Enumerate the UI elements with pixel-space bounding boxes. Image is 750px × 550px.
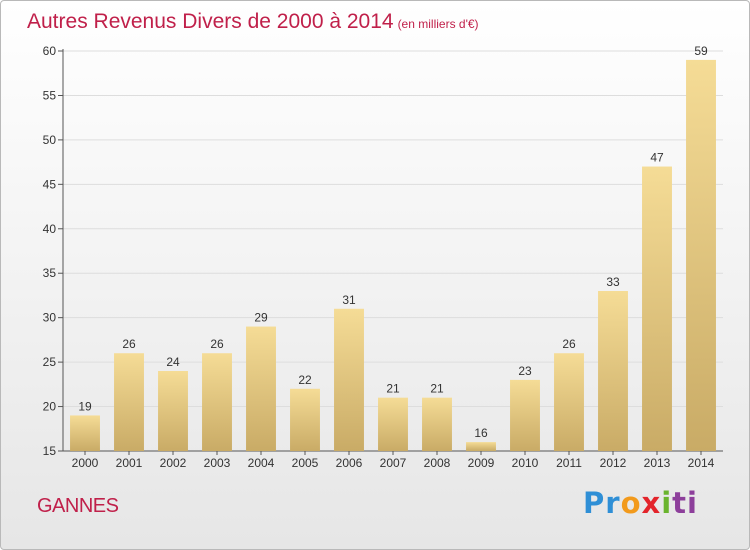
bar [114,353,144,451]
y-tick-label: 20 [43,400,57,414]
chart-title: Autres Revenus Divers de 2000 à 2014 (en … [27,10,479,34]
logo-letter-x: x [641,486,662,520]
proxiti-logo[interactable]: Proxiti [583,489,698,518]
y-tick-label: 35 [43,266,57,280]
bar [334,308,364,451]
bar-value-label: 26 [122,337,136,351]
bar [642,166,672,452]
bar [158,371,188,451]
bar-value-label: 47 [650,151,664,165]
bar [70,415,100,451]
bar [422,397,452,451]
bar [554,353,584,451]
x-tick-label: 2006 [336,456,363,470]
x-tick-label: 2009 [468,456,495,470]
y-tick-label: 55 [43,88,57,102]
location-label: GANNES [37,495,119,517]
bar-value-label: 26 [562,337,576,351]
y-tick-label: 40 [43,222,57,236]
x-tick-label: 2014 [688,456,715,470]
bar-value-label: 24 [166,355,180,369]
x-tick-label: 2003 [204,456,231,470]
x-tick-label: 2002 [160,456,187,470]
chart-subtitle: (en milliers d'€) [397,17,479,31]
logo-letters-ti: ti [672,486,698,520]
x-tick-label: 2011 [556,456,582,470]
y-tick-label: 30 [43,311,57,325]
bar [202,353,232,451]
y-tick-label: 60 [43,44,57,58]
x-tick-label: 2004 [248,456,275,470]
y-tick-label: 15 [43,444,57,458]
bar-value-label: 59 [694,44,708,58]
bar [686,59,716,452]
x-tick-label: 2007 [380,456,407,470]
x-tick-label: 2008 [424,456,451,470]
logo-letter-i: i [661,486,673,520]
x-tick-label: 2001 [116,456,143,470]
logo-letters-pr: Pr [583,486,621,520]
bar-value-label: 21 [430,382,444,396]
bar-value-label: 33 [606,275,620,289]
bar-value-label: 23 [518,364,532,378]
bar-value-label: 21 [386,382,400,396]
bar-value-label: 31 [342,293,356,307]
y-tick-label: 50 [43,133,57,147]
bar [598,291,628,451]
bar [290,388,320,451]
bar [246,326,276,451]
x-tick-label: 2005 [292,456,319,470]
y-tick-label: 45 [43,177,57,191]
title-text: Autres Revenus Divers de 2000 à 2014 [27,10,394,33]
x-tick-label: 2013 [644,456,671,470]
x-tick-label: 2012 [600,456,627,470]
y-tick-label: 25 [43,355,57,369]
bar-value-label: 29 [254,311,268,325]
x-tick-label: 2000 [72,456,99,470]
bar [510,379,540,451]
logo-letter-o: o [620,486,642,520]
x-tick-label: 2010 [512,456,539,470]
bar [466,442,496,451]
bar-value-label: 22 [298,373,312,387]
bar [378,397,408,451]
bar-value-label: 26 [210,337,224,351]
bar-value-label: 16 [474,426,488,440]
bar-value-label: 19 [78,399,92,413]
